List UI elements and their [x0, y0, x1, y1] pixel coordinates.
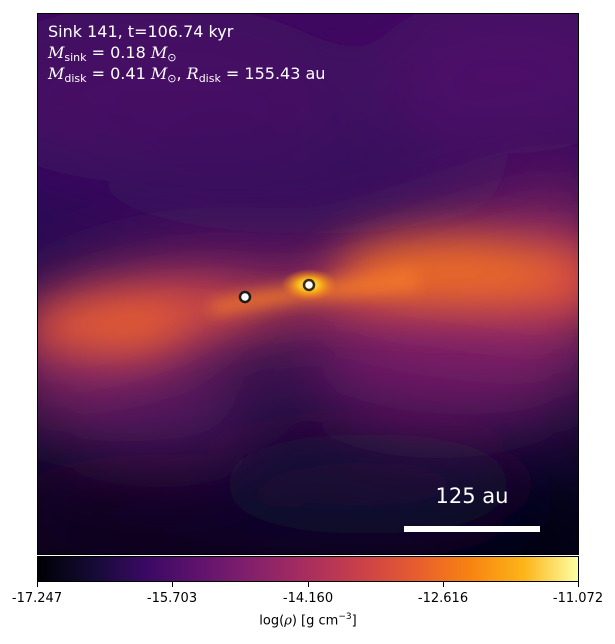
scale-bar: [404, 526, 540, 532]
msun-subscript: ⊙: [167, 51, 177, 64]
mdisk-sun-subscript: ⊙: [167, 72, 177, 85]
colorbar-label-prefix: log(: [259, 613, 285, 629]
density-map: [38, 14, 578, 554]
colorbar-tick: [37, 582, 38, 587]
msun-symbol: M: [150, 43, 168, 62]
density-map-panel: Sink 141, t=106.74 kyr Msink = 0.18 M⊙ M…: [37, 13, 579, 555]
colorbar-label-mid: ) [g cm: [291, 613, 339, 629]
colorbar-tick-label: -12.616: [417, 591, 469, 606]
sink-time-text: Sink 141, t=106.74 kyr: [48, 22, 234, 41]
mdisk-symbol: M: [48, 64, 65, 83]
colorbar-label-exponent: −3: [338, 612, 352, 622]
colorbar-tick-label: -15.703: [146, 591, 198, 606]
sink-time-label: Sink 141, t=106.74 kyr: [48, 22, 233, 42]
sink-mass-label: Msink = 0.18 M⊙: [48, 43, 176, 68]
mdisk-value: = 0.41: [91, 64, 146, 83]
colorbar-tick: [308, 582, 309, 587]
colorbar: [37, 556, 579, 582]
colorbar-label-rho: ρ: [284, 613, 292, 629]
msink-subscript: sink: [64, 51, 87, 64]
rdisk-symbol: R: [186, 64, 199, 83]
separator: ,: [176, 64, 182, 83]
msink-value: = 0.18: [91, 43, 146, 62]
mdisk-subscript: disk: [64, 72, 87, 85]
sink-left-marker: [238, 290, 252, 304]
colorbar-tick: [172, 582, 173, 587]
colorbar-axis-label: log(ρ) [g cm−3]: [37, 612, 579, 628]
disk-properties-label: Mdisk = 0.41 M⊙, Rdisk = 155.43 au: [48, 64, 325, 89]
colorbar-tick-label: -17.247: [11, 591, 63, 606]
colorbar-tick-label: -11.072: [552, 591, 604, 606]
rdisk-subscript: disk: [198, 72, 221, 85]
msink-symbol: M: [48, 43, 65, 62]
colorbar-tick: [578, 582, 579, 587]
scale-bar-label: 125 au: [435, 484, 509, 508]
colorbar-tick-label: -14.160: [282, 591, 334, 606]
colorbar-label-suffix: ]: [351, 613, 357, 629]
rdisk-value: = 155.43 au: [225, 64, 326, 83]
mdisk-sun-symbol: M: [150, 64, 168, 83]
colorbar-tick: [443, 582, 444, 587]
sink-right-marker: [302, 278, 316, 292]
sink-markers: [238, 278, 316, 304]
